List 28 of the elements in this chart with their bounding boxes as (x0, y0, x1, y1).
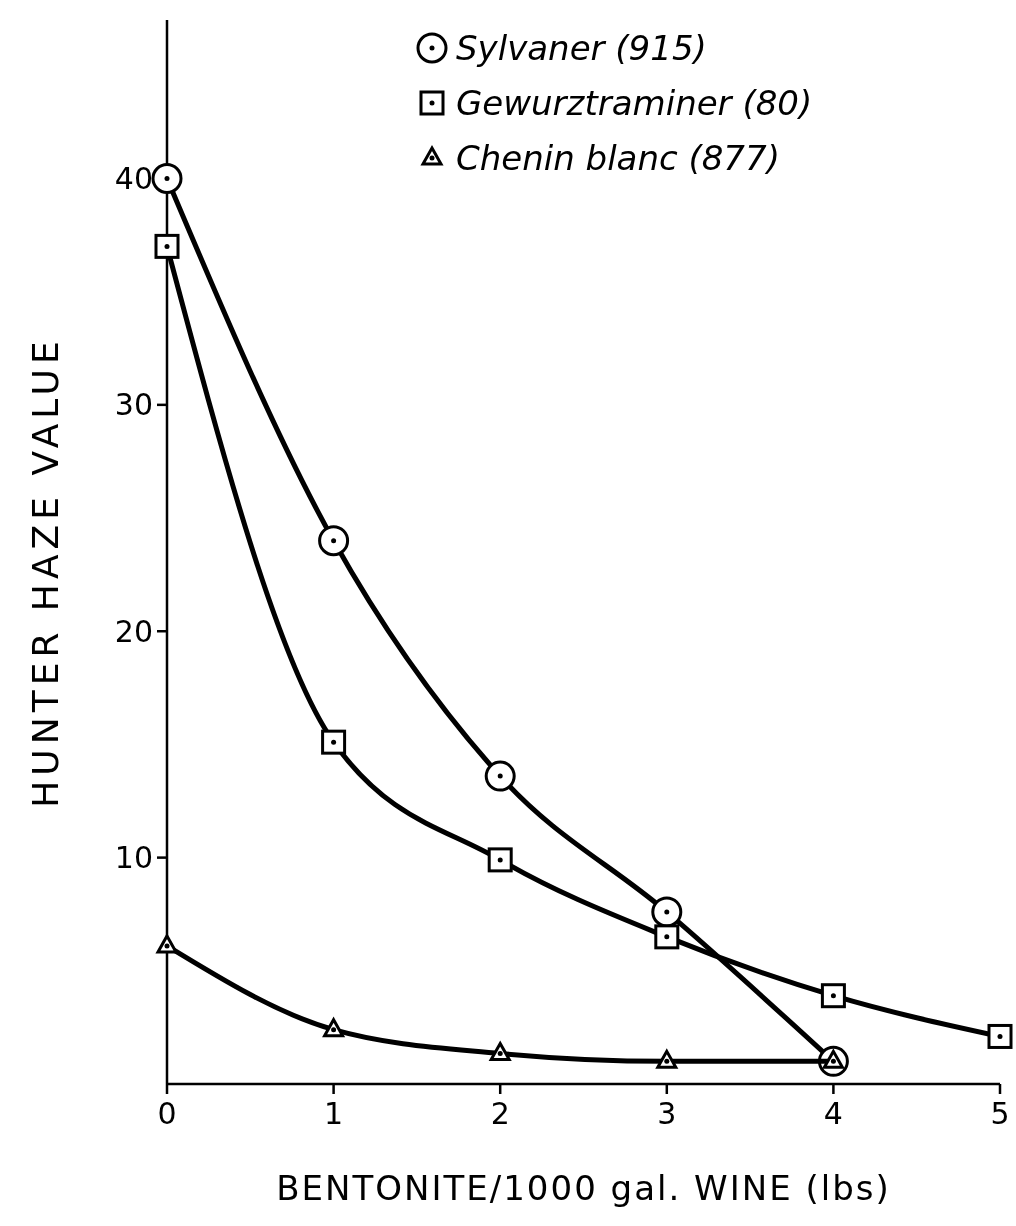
y-tick-label: 30 (114, 387, 153, 423)
legend-label: Sylvaner (915) (456, 28, 707, 68)
x-tick-label: 3 (657, 1096, 677, 1131)
x-tick-label: 1 (324, 1096, 344, 1131)
point (321, 729, 347, 755)
point (323, 1018, 345, 1038)
point (154, 233, 180, 259)
point (820, 983, 846, 1009)
point (318, 525, 350, 557)
point (656, 1049, 678, 1069)
y-tick-label: 20 (114, 613, 153, 649)
x-tick-label: 5 (990, 1096, 1010, 1131)
point (487, 847, 513, 873)
point (151, 162, 183, 194)
point (654, 924, 680, 950)
y-tick-label: 40 (114, 160, 153, 196)
x-tick-label: 4 (823, 1096, 843, 1131)
point (156, 934, 178, 954)
y-axis-title: HUNTER HAZE VALUE (25, 336, 66, 808)
point (489, 1041, 511, 1061)
y-tick-label: 10 (114, 840, 153, 876)
legend-label: Chenin blanc (877) (456, 138, 780, 178)
x-tick-label: 2 (490, 1096, 510, 1131)
point (484, 760, 516, 792)
legend-label: Gewurztraminer (80) (456, 83, 813, 123)
x-tick-label: 0 (157, 1096, 177, 1131)
point (987, 1023, 1013, 1049)
x-axis-title: BENTONITE/1000 gal. WINE (lbs) (276, 1168, 891, 1208)
